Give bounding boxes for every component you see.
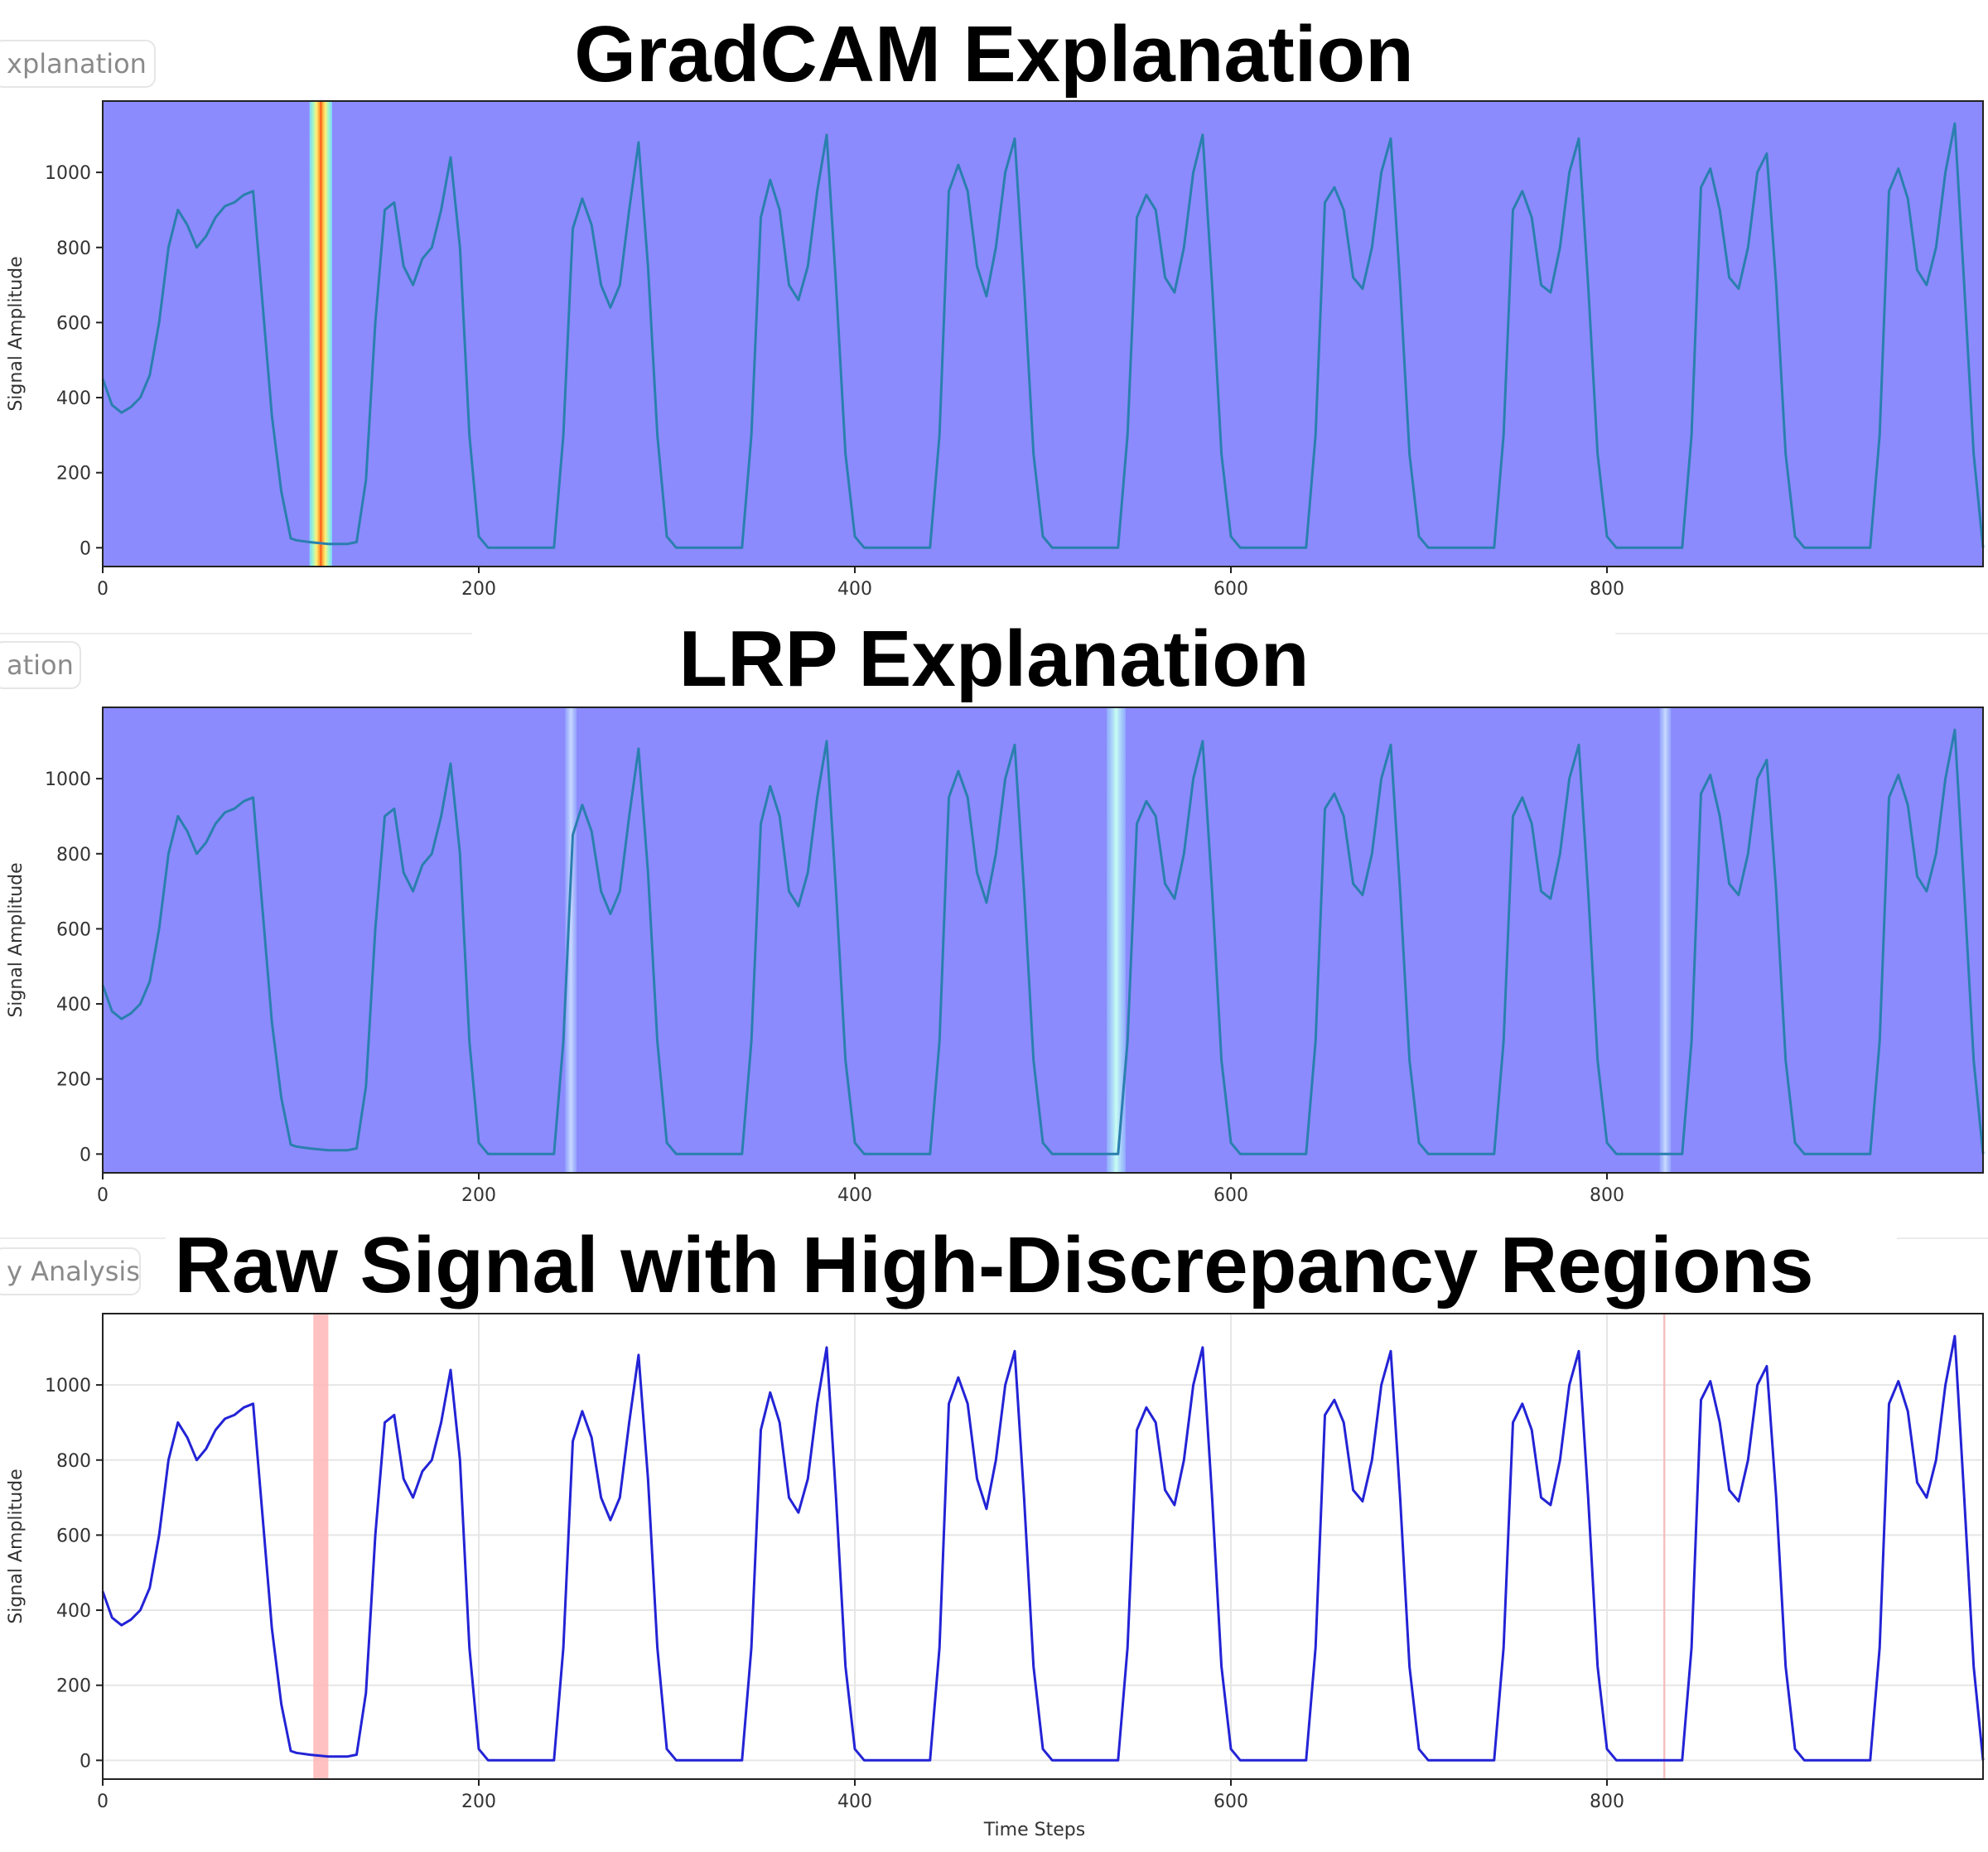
y-tick-label: 800	[56, 239, 91, 259]
signal-line	[101, 122, 1985, 549]
highlight-region	[565, 707, 577, 1173]
section-divider	[0, 1237, 166, 1239]
x-tick-label: 600	[1214, 1185, 1248, 1206]
plot-frame	[102, 1313, 1984, 1780]
highlight-region	[313, 1314, 329, 1779]
y-axis-label: Signal Amplitude	[6, 256, 27, 411]
x-tick-label: 800	[1590, 1792, 1624, 1812]
plot-frame	[102, 707, 1984, 1174]
x-tick-label: 0	[97, 579, 109, 600]
y-tick-label: 200	[56, 464, 91, 485]
panel-title-lrp: LRP Explanation	[678, 615, 1310, 703]
x-tick-label: 200	[461, 1185, 496, 1206]
y-tick-label: 0	[80, 538, 91, 559]
tab-lrp-explanation[interactable]: ation	[0, 641, 81, 689]
section-divider	[1897, 1237, 1988, 1239]
highlight-region	[1663, 1314, 1666, 1779]
highlight-region	[1659, 707, 1672, 1173]
y-tick-label: 800	[56, 1451, 91, 1472]
y-tick-label: 200	[56, 1676, 91, 1697]
x-tick-label: 400	[837, 1185, 872, 1206]
y-tick-label: 400	[56, 388, 91, 409]
tab-gradcam-explanation[interactable]: xplanation	[0, 40, 156, 88]
x-tick-label: 800	[1590, 1185, 1624, 1206]
y-tick-label: 0	[80, 1751, 91, 1772]
plot-background	[103, 101, 1983, 567]
y-tick-label: 600	[56, 1526, 91, 1546]
x-tick-label: 0	[97, 1792, 109, 1812]
signal-line	[101, 728, 1985, 1155]
panel-title-raw-signal: Raw Signal with High-Discrepancy Regions	[174, 1221, 1814, 1309]
x-tick-label: 600	[1214, 1792, 1248, 1812]
y-tick-label: 400	[56, 995, 91, 1015]
y-tick-label: 0	[80, 1145, 91, 1165]
x-axis-label: Time Steps	[983, 1820, 1085, 1840]
y-axis-label: Signal Amplitude	[6, 862, 27, 1017]
x-tick-label: 800	[1590, 579, 1624, 600]
y-tick-label: 600	[56, 919, 91, 940]
panel-title-gradcam: GradCAM Explanation	[574, 10, 1414, 99]
y-tick-label: 1000	[45, 163, 91, 184]
plot-frame	[102, 100, 1984, 567]
y-tick-label: 600	[56, 313, 91, 334]
signal-line	[101, 1334, 1985, 1762]
x-tick-label: 0	[97, 1185, 109, 1206]
section-divider	[1615, 633, 1988, 634]
plot-background	[103, 707, 1983, 1173]
x-tick-label: 400	[837, 579, 872, 600]
section-divider	[0, 633, 472, 634]
y-axis-label: Signal Amplitude	[6, 1469, 27, 1623]
plot-background	[103, 1314, 1983, 1779]
x-tick-label: 200	[461, 579, 496, 600]
highlight-region	[1107, 707, 1126, 1173]
highlight-region	[309, 101, 332, 567]
y-tick-label: 1000	[45, 769, 91, 790]
x-tick-label: 200	[461, 1792, 496, 1812]
x-tick-label: 400	[837, 1792, 872, 1812]
y-tick-label: 400	[56, 1601, 91, 1622]
x-tick-label: 600	[1214, 579, 1248, 600]
tab-discrepancy-analysis[interactable]: y Analysis	[0, 1247, 141, 1295]
y-tick-label: 1000	[45, 1376, 91, 1396]
y-tick-label: 200	[56, 1070, 91, 1091]
y-tick-label: 800	[56, 845, 91, 866]
